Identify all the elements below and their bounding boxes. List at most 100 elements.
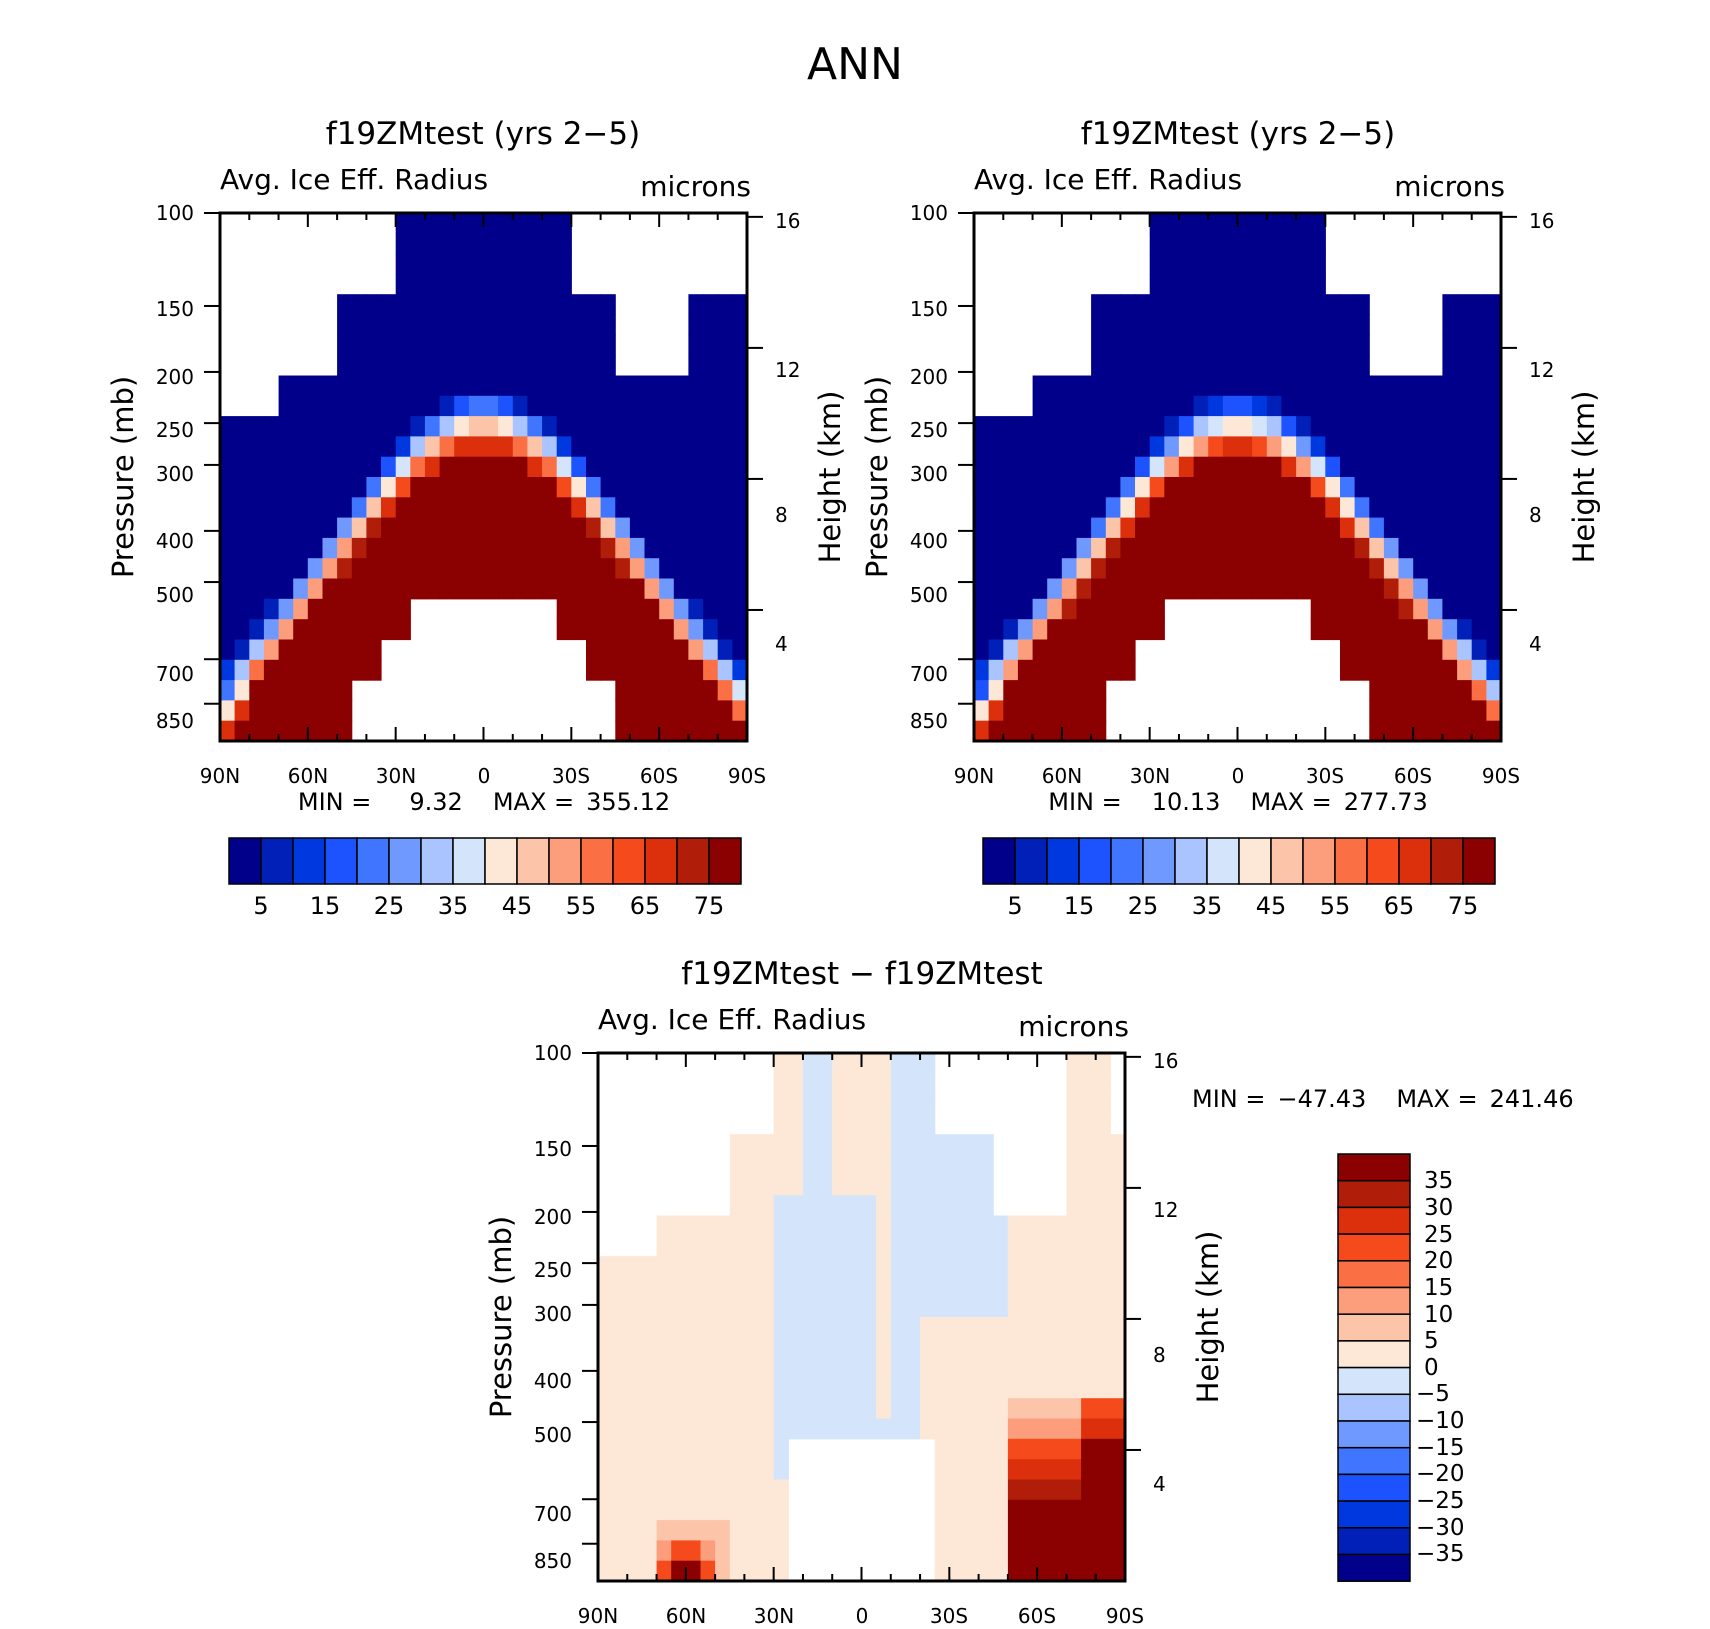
panel-1-field-cell xyxy=(1354,334,1370,356)
panel-2-field-cell xyxy=(1066,1357,1082,1379)
panel-2-field-cell xyxy=(773,1377,789,1399)
panel-1-field-cell xyxy=(974,619,990,641)
panel-2-field-cell xyxy=(1110,1337,1125,1359)
panel-0-field-cell xyxy=(468,273,485,295)
panel-0-field-cell xyxy=(512,233,528,255)
panel-0-field-cell xyxy=(732,314,747,336)
panel-1-field-cell xyxy=(1061,680,1077,701)
panel-2-field-cell xyxy=(1081,1235,1097,1257)
panel-1-colorbar-box xyxy=(1366,837,1400,885)
panel-1-field-cell xyxy=(1310,233,1326,255)
panel-2-field-cell xyxy=(876,1377,892,1399)
panel-2-field-cell xyxy=(598,1337,614,1359)
panel-0-field-cell xyxy=(307,659,323,681)
panel-1-field-cell xyxy=(1047,598,1063,620)
panel-1-field-cell xyxy=(1471,578,1487,600)
panel-0-field-cell xyxy=(644,598,660,620)
panel-1-field-cell xyxy=(1369,497,1385,519)
panel-0-field-cell xyxy=(220,477,236,498)
panel-1-field-cell xyxy=(1413,395,1429,417)
panel-1-field-cell xyxy=(1149,375,1165,397)
panel-0-field-cell xyxy=(234,639,250,661)
panel-0-field-cell xyxy=(424,578,441,600)
panel-1-field-cell xyxy=(1369,578,1385,600)
panel-2-field-cell xyxy=(934,1337,950,1359)
panel-1-field-cell xyxy=(1120,578,1136,600)
panel-0-field-cell xyxy=(366,619,382,641)
panel-0-field-cell xyxy=(337,355,353,377)
panel-0-field-cell xyxy=(322,639,338,661)
panel-0-field-cell xyxy=(571,456,587,478)
panel-1-field-cell xyxy=(1354,375,1370,397)
panel-0-field-cell xyxy=(351,334,367,356)
panel-2-field-cell xyxy=(817,1093,833,1115)
panel-1-field-cell xyxy=(1325,436,1341,458)
panel-0-field-cell xyxy=(322,436,338,458)
panel-2-field-cell xyxy=(1110,1256,1125,1277)
panel-2-field-cell xyxy=(656,1215,672,1237)
panel-0-contour-field xyxy=(220,213,747,741)
panel-1-field-cell xyxy=(1105,416,1121,437)
panel-2-cbar-label-5: 5 xyxy=(1424,1328,1439,1354)
panel-2-field-cell xyxy=(1095,1296,1111,1318)
panel-0-field-cell xyxy=(688,578,704,600)
panel-2-field-cell xyxy=(685,1479,701,1501)
panel-1-field-cell xyxy=(1383,375,1400,397)
panel-0-field-cell xyxy=(629,680,646,701)
panel-0-cbar-label-5: 5 xyxy=(253,892,268,920)
panel-1-ytick-100: 100 xyxy=(910,201,948,225)
panel-0-field-cell xyxy=(717,659,733,681)
panel-1-field-cell xyxy=(1105,639,1121,661)
panel-1-field-cell xyxy=(1310,294,1326,316)
panel-1-field-cell xyxy=(1471,355,1487,377)
panel-2-colorbar-box xyxy=(1337,1420,1411,1449)
panel-2-field-cell xyxy=(817,1174,833,1196)
panel-0-field-cell xyxy=(571,517,587,539)
panel-0-field-cell xyxy=(673,659,689,681)
panel-0-field-cell xyxy=(498,578,514,600)
panel-2-field-cell xyxy=(627,1256,643,1277)
panel-1-field-cell xyxy=(988,598,1004,620)
panel-2-field-cell xyxy=(1095,1357,1111,1379)
panel-0-field-cell xyxy=(381,294,397,316)
panel-1-field-cell xyxy=(974,537,990,559)
panel-2-field-cell xyxy=(715,1459,731,1481)
panel-0-field-cell xyxy=(527,578,543,600)
panel-2-colorbar-box xyxy=(1337,1286,1411,1315)
panel-1-field-cell xyxy=(1091,659,1107,681)
panel-0-field-cell xyxy=(542,273,558,295)
panel-2-ticks xyxy=(582,1052,1141,1581)
panel-2-field-cell xyxy=(1022,1398,1038,1420)
panel-1-field-cell xyxy=(1149,537,1165,559)
panel-0-field-cell xyxy=(410,253,426,275)
panel-2-field-cell xyxy=(846,1418,863,1440)
panel-2-field-cell xyxy=(920,1113,936,1135)
panel-0-field-cell xyxy=(278,477,294,498)
panel-2-field-cell xyxy=(876,1113,892,1135)
panel-2-field-cell xyxy=(949,1560,965,1581)
panel-2-field-cell xyxy=(846,1134,863,1156)
panel-1-field-cell xyxy=(1457,598,1473,620)
panel-0-field-cell xyxy=(732,517,747,539)
panel-1-field-cell xyxy=(1281,456,1297,478)
panel-0-field-cell xyxy=(556,578,572,600)
panel-2-field-cell xyxy=(920,1276,936,1298)
panel-0-field-cell xyxy=(395,416,411,437)
panel-2-field-cell xyxy=(641,1479,658,1501)
panel-2-field-cell xyxy=(949,1499,965,1521)
panel-2-field-cell xyxy=(1037,1357,1053,1379)
panel-0-field-cell xyxy=(732,294,747,316)
panel-1-field-cell xyxy=(1105,456,1121,478)
panel-2-field-cell xyxy=(861,1377,877,1399)
panel-0-field-cell xyxy=(410,294,426,316)
panel-1-field-cell xyxy=(1486,375,1501,397)
panel-0-field-cell xyxy=(439,314,455,336)
panel-2-field-cell xyxy=(978,1154,994,1176)
panel-1-field-cell xyxy=(1047,477,1063,498)
panel-0-field-cell xyxy=(483,355,499,377)
panel-1-field-cell xyxy=(1325,598,1341,620)
panel-2-field-cell xyxy=(846,1276,863,1298)
panel-2-field-cell xyxy=(598,1296,614,1318)
panel-2-field-cell xyxy=(905,1235,921,1257)
panel-1-field-cell xyxy=(1296,273,1312,295)
